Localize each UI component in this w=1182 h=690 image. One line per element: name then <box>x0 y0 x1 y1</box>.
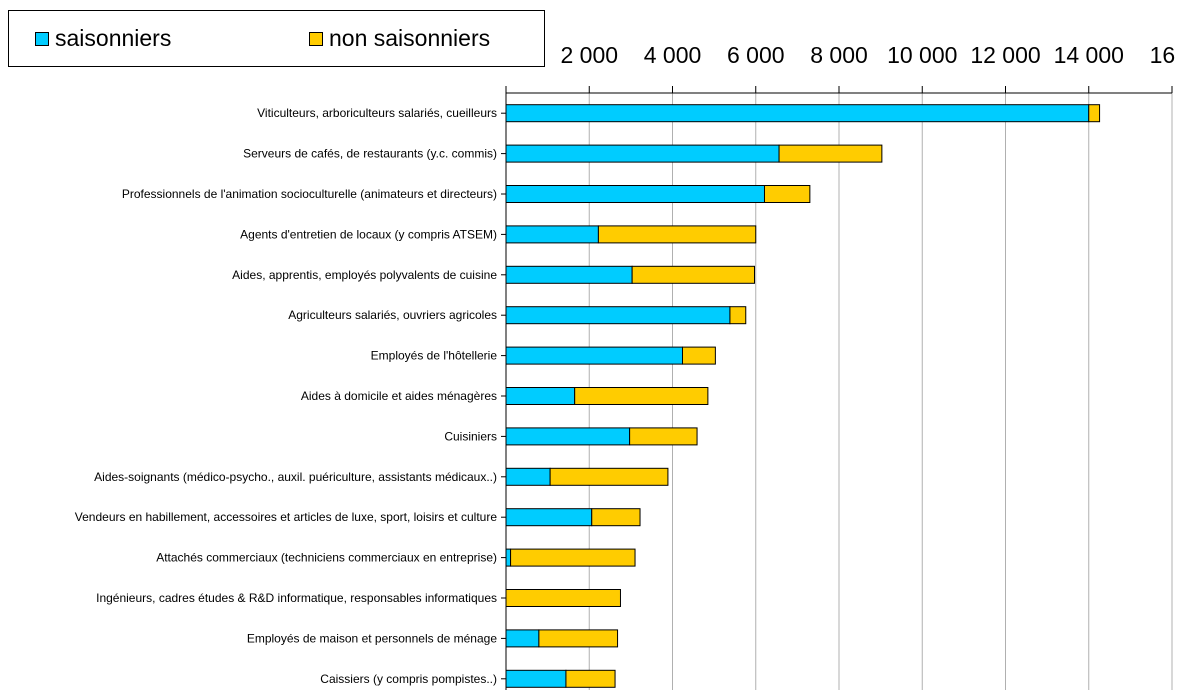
category-label: Employés de l'hôtellerie <box>371 349 498 363</box>
bar-non-saisonniers <box>510 548 636 567</box>
x-tick-label: 8 000 <box>810 42 868 68</box>
category-label: Attachés commerciaux (techniciens commer… <box>156 551 497 565</box>
bar-saisonniers <box>505 508 593 527</box>
bar-series <box>505 104 1101 688</box>
bar-non-saisonniers <box>763 185 811 203</box>
bar-non-saisonniers <box>729 306 747 325</box>
bar-non-saisonniers <box>574 387 709 405</box>
category-label: Agents d'entretien de locaux (y compris … <box>240 227 497 241</box>
category-label: Aides, apprentis, employés polyvalents d… <box>232 268 497 282</box>
bar-saisonniers <box>505 387 576 405</box>
bar-non-saisonniers <box>505 589 621 607</box>
bar-saisonniers <box>505 427 631 446</box>
bar-saisonniers <box>505 104 1090 123</box>
category-label: Caissiers (y compris pompistes..) <box>320 672 497 686</box>
bar-non-saisonniers <box>631 265 756 284</box>
x-tick-label: 12 000 <box>970 42 1040 68</box>
bar-saisonniers <box>505 225 599 244</box>
bar-saisonniers <box>505 467 551 486</box>
category-label: Viticulteurs, arboriculteurs salariés, c… <box>257 106 497 120</box>
bar-non-saisonniers <box>629 427 698 446</box>
category-label: Employés de maison et personnels de ména… <box>247 631 497 645</box>
x-tick-label: 2 000 <box>560 42 618 68</box>
category-label: Vendeurs en habillement, accessoires et … <box>75 510 498 524</box>
x-tick-label: 4 000 <box>644 42 702 68</box>
bar-saisonniers <box>505 185 765 203</box>
x-tick-label: 6 000 <box>727 42 785 68</box>
bar-non-saisonniers <box>1088 104 1101 123</box>
bar-saisonniers <box>505 306 731 325</box>
tick-labels: 2 000 4 000 6 000 8 000 10 000 12 000 14 000 16… <box>560 42 1182 68</box>
x-tick-label: 10 000 <box>887 42 957 68</box>
bar-saisonniers <box>505 548 512 567</box>
legend: saisonniers non saisonniers <box>8 10 545 67</box>
bar-saisonniers <box>505 144 780 163</box>
category-label: Professionnels de l'animation sociocultu… <box>122 187 497 201</box>
x-tick-label: 16 0 <box>1150 42 1182 68</box>
bar-non-saisonniers <box>681 346 716 365</box>
legend-label-non-saisonniers: non saisonniers <box>329 25 491 51</box>
bar-saisonniers <box>505 346 683 365</box>
bar-non-saisonniers <box>538 629 619 648</box>
category-label: Aides à domicile et aides ménagères <box>301 389 497 403</box>
bar-saisonniers <box>505 629 540 648</box>
legend-swatch-non-saisonniers <box>309 31 323 46</box>
category-label: Ingénieurs, cadres études & R&D informat… <box>96 591 497 605</box>
bar-non-saisonniers <box>597 225 757 244</box>
legend-item-saisonniers: saisonniers <box>35 25 171 52</box>
category-label: Serveurs de cafés, de restaurants (y.c. … <box>243 147 497 161</box>
bar-non-saisonniers <box>591 508 641 527</box>
bar-saisonniers <box>505 669 567 688</box>
bar-saisonniers <box>505 265 633 284</box>
bar-non-saisonniers <box>565 669 616 688</box>
category-label: Cuisiniers <box>444 429 497 443</box>
category-label: Aides-soignants (médico-psycho., auxil. … <box>94 470 497 484</box>
legend-item-non-saisonniers: non saisonniers <box>309 25 490 52</box>
legend-label-saisonniers: saisonniers <box>55 25 172 51</box>
category-labels: Viticulteurs, arboriculteurs salariés, c… <box>75 106 498 686</box>
legend-swatch-saisonniers <box>35 31 49 46</box>
bar-non-saisonniers <box>549 467 669 486</box>
category-label: Agriculteurs salariés, ouvriers agricole… <box>288 308 497 322</box>
bar-non-saisonniers <box>778 144 883 163</box>
x-tick-label: 14 000 <box>1054 42 1124 68</box>
